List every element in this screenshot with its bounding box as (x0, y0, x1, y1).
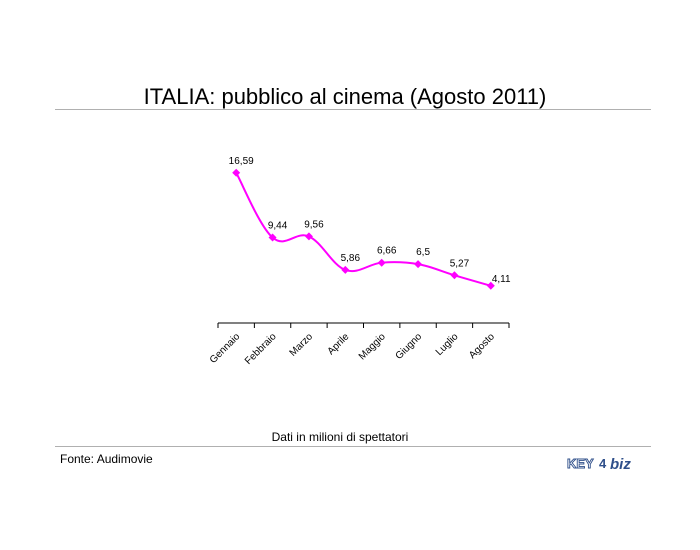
logo-text-biz: biz (610, 456, 631, 473)
data-point-gennaio (232, 168, 241, 177)
x-tick-label-gennaio: Gennaio (208, 331, 243, 366)
data-point-agosto (486, 281, 495, 290)
x-tick-label-luglio: Luglio (434, 331, 461, 358)
source-note: Fonte: Audimovie (60, 452, 153, 466)
data-label-agosto: 4,11 (492, 274, 511, 285)
x-tick-label-agosto: Agosto (467, 331, 497, 361)
x-tick-label-giugno: Giugno (394, 331, 425, 362)
top-divider (55, 109, 651, 110)
data-point-marzo (304, 232, 313, 241)
data-label-aprile: 5,86 (341, 253, 361, 264)
key4biz-logo: KEY 4 biz (567, 456, 632, 473)
x-tick-label-febbraio: Febbraio (243, 331, 279, 367)
data-point-luglio (450, 271, 459, 280)
data-point-aprile (341, 265, 350, 274)
data-label-giugno: 6,5 (416, 247, 430, 258)
data-label-gennaio: 16,59 (229, 156, 254, 167)
x-tick-label-aprile: Aprile (326, 331, 352, 357)
data-label-maggio: 6,66 (377, 246, 397, 257)
data-point-maggio (377, 258, 386, 267)
data-unit-note: Dati in milioni di spettatori (271, 430, 409, 444)
data-point-giugno (414, 260, 423, 269)
x-tick-label-marzo: Marzo (288, 331, 316, 359)
logo-text-key: KEY (567, 456, 594, 471)
x-tick-label-maggio: Maggio (357, 331, 388, 362)
data-label-febbraio: 9,44 (268, 221, 288, 232)
logo-text-4: 4 (599, 456, 607, 471)
chart-title: ITALIA: pubblico al cinema (Agosto 2011) (143, 84, 547, 109)
data-label-luglio: 5,27 (450, 258, 470, 269)
bottom-divider (55, 446, 651, 447)
data-label-marzo: 9,56 (304, 219, 324, 230)
data-point-febbraio (268, 233, 277, 242)
